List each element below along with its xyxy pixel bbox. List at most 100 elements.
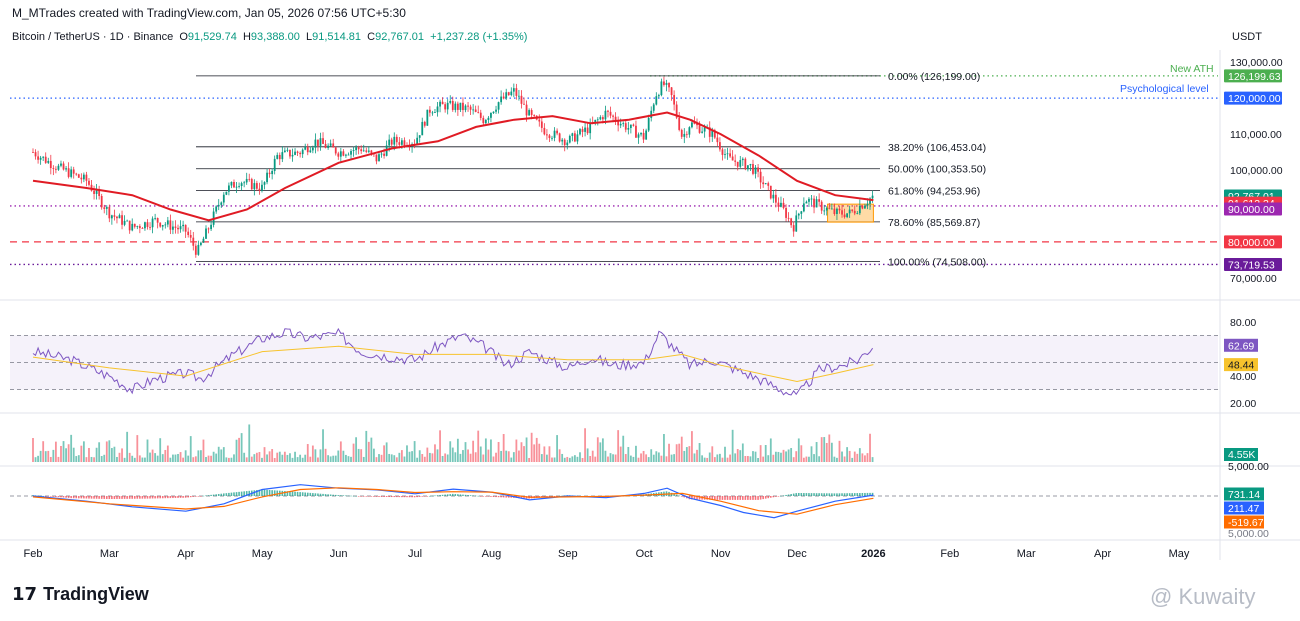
- candle-body: [436, 106, 439, 113]
- macd-histogram-bar: [739, 496, 742, 500]
- candle-body: [780, 202, 782, 207]
- macd-histogram-bar: [289, 491, 291, 496]
- x-axis-month-label: May: [1169, 548, 1190, 560]
- candle-body: [230, 181, 233, 186]
- macd-histogram-bar: [263, 489, 266, 496]
- macd-histogram-bar: [266, 489, 268, 496]
- candle-body: [724, 154, 726, 155]
- macd-histogram-bar: [469, 495, 472, 496]
- volume-badge: 4.55K: [1228, 449, 1255, 461]
- volume-bar: [258, 452, 261, 462]
- volume-bar: [693, 453, 696, 462]
- macd-histogram-bar: [261, 489, 263, 496]
- volume-bar: [591, 450, 594, 462]
- candle-body: [744, 158, 747, 170]
- x-axis-month-label: Jun: [330, 548, 348, 560]
- volume-bar: [151, 449, 154, 462]
- currency-label[interactable]: USDT: [1232, 31, 1262, 43]
- candle-body: [864, 205, 866, 209]
- macd-histogram-bar: [785, 494, 787, 496]
- macd-histogram-bar: [245, 491, 248, 496]
- macd-histogram-bar: [836, 493, 838, 496]
- macd-histogram-bar: [95, 496, 98, 499]
- candle-body: [777, 202, 780, 207]
- volume-bar: [72, 447, 75, 462]
- volume-bar: [268, 451, 271, 462]
- volume-bar: [75, 456, 78, 462]
- macd-histogram-bar: [314, 493, 317, 496]
- macd-histogram-bar: [123, 496, 126, 499]
- volume-bar: [411, 451, 413, 462]
- candle-body: [825, 207, 828, 211]
- candle-body: [235, 186, 238, 188]
- volume-bar: [607, 456, 609, 462]
- macd-histogram-bar: [273, 490, 276, 496]
- fib-level-label: 100.00% (74,508.00): [888, 257, 986, 269]
- volume-bar: [650, 449, 653, 462]
- volume-bar: [673, 454, 676, 462]
- candle-body: [276, 154, 279, 159]
- candle-body: [558, 133, 561, 142]
- macd-histogram-bar: [284, 491, 286, 496]
- volume-bar: [212, 451, 215, 462]
- macd-histogram-bar: [228, 492, 230, 496]
- macd-histogram-bar: [797, 492, 800, 496]
- candle-body: [810, 198, 813, 200]
- macd-histogram-bar: [133, 496, 136, 499]
- candle-body: [194, 245, 197, 255]
- candle-body: [390, 139, 393, 145]
- volume-bar: [304, 454, 307, 462]
- price-badge: 80,000.00: [1228, 237, 1275, 249]
- candle-body: [561, 139, 564, 142]
- volume-bar: [454, 452, 457, 462]
- candle-body: [431, 112, 434, 114]
- macd-histogram-bar: [406, 496, 408, 498]
- macd-histogram-bar: [337, 495, 340, 496]
- candle-body: [118, 215, 121, 219]
- volume-bar: [538, 443, 541, 462]
- macd-histogram-bar: [721, 496, 724, 500]
- candle-body: [446, 102, 449, 110]
- candle-body: [482, 117, 485, 124]
- volume-bar: [640, 453, 642, 462]
- volume-bar: [731, 429, 734, 462]
- volume-bar: [136, 435, 139, 462]
- ath-price-badge-bg: [1224, 69, 1282, 83]
- volume-bar: [255, 452, 258, 462]
- macd-histogram-bar: [50, 496, 52, 497]
- volume-bar: [334, 455, 337, 462]
- candle-body: [347, 154, 350, 156]
- candle-body: [322, 138, 324, 144]
- volume-bar: [408, 451, 411, 462]
- candle-body: [108, 206, 111, 219]
- volume-bar: [782, 449, 785, 462]
- volume-bar: [39, 450, 42, 462]
- candle-body: [365, 150, 368, 152]
- macd-histogram-bar: [332, 494, 335, 496]
- volume-bar: [716, 454, 719, 462]
- tradingview-brand[interactable]: 17 TradingView: [12, 584, 149, 605]
- volume-bar: [711, 446, 714, 462]
- volume-bar: [154, 453, 157, 462]
- candle-body: [65, 168, 67, 170]
- volume-bar: [220, 449, 223, 462]
- volume-bar: [741, 443, 744, 462]
- volume-bar: [100, 456, 103, 462]
- candle-body: [44, 156, 47, 163]
- macd-histogram-bar: [375, 496, 378, 497]
- volume-bar: [116, 456, 118, 462]
- candle-body: [657, 95, 660, 97]
- candle-body: [500, 96, 503, 103]
- volume-bar: [235, 439, 238, 462]
- volume-bar: [540, 454, 543, 462]
- candle-body: [518, 95, 520, 97]
- rsi-ma-line: [32, 345, 874, 383]
- volume-bar: [57, 456, 60, 462]
- macd-histogram-bar: [360, 496, 362, 497]
- candle-body: [772, 194, 775, 199]
- volume-bar: [843, 456, 846, 462]
- candle-body: [467, 105, 469, 107]
- candle-body: [444, 104, 447, 110]
- volume-bar: [596, 437, 599, 462]
